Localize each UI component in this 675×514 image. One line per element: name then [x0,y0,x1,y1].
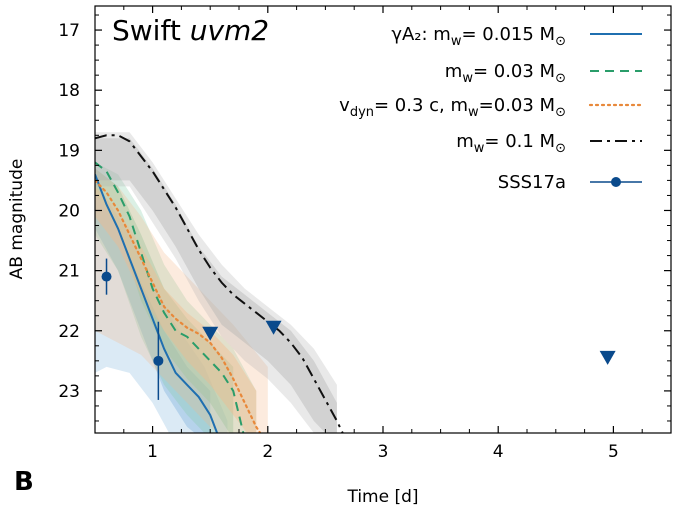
y-tick-label-19: 19 [58,141,80,161]
band-inner-4 [95,138,337,433]
legend: γA₂: mw= 0.015 M⊙ mw= 0.03 M⊙ vdyn= 0.3 c,… [339,24,644,193]
y-tick-label-23: 23 [58,382,80,402]
x-tick-label-4: 4 [493,442,504,462]
title-italic: uvm2 [190,14,269,47]
detection-point-2 [153,355,164,366]
upper-limit-marker-3 [599,350,616,365]
x-tick-label-5: 5 [608,442,619,462]
y-tick-label-20: 20 [58,201,80,221]
x-tick-label-3: 3 [378,442,389,462]
x-tick-label-2: 2 [262,442,273,462]
band-outer-3 [95,168,268,433]
title-main: Swift [112,14,190,47]
legend-label-2: mw= 0.03 M⊙ [445,61,566,86]
legend-label-5: SSS17a [498,172,566,193]
y-axis-label: AB magnitude [7,159,27,280]
series-line-4 [95,134,344,433]
x-axis-label: Time [d] [346,487,418,507]
panel-label: B [14,467,34,497]
uncertainty-bands [95,132,337,433]
y-tick-label-22: 22 [58,322,80,342]
series-line-3 [95,179,262,433]
band-inner-1 [95,192,211,433]
upper-limit-marker-2 [265,320,282,335]
band-outer-1 [95,180,228,433]
detection-point-1 [101,271,112,282]
legend-label-1: γA₂: mw= 0.015 M⊙ [391,24,566,49]
y-tick-label-21: 21 [58,262,80,282]
upper-limit-marker-1 [202,326,219,341]
chart-title: Swift uvm2 [112,14,269,47]
band-inner-2 [95,168,234,433]
x-tick-label-1: 1 [147,442,158,462]
observations [101,258,616,400]
legend-label-4: mw= 0.1 M⊙ [456,131,566,156]
y-tick-label-18: 18 [58,81,80,101]
legend-swatch-obs-point [611,177,621,187]
band-outer-4 [95,132,337,433]
band-outer-2 [95,162,257,433]
y-tick-label-17: 17 [58,21,80,41]
legend-label-3: vdyn= 0.3 c, mw=0.03 M⊙ [339,95,566,120]
